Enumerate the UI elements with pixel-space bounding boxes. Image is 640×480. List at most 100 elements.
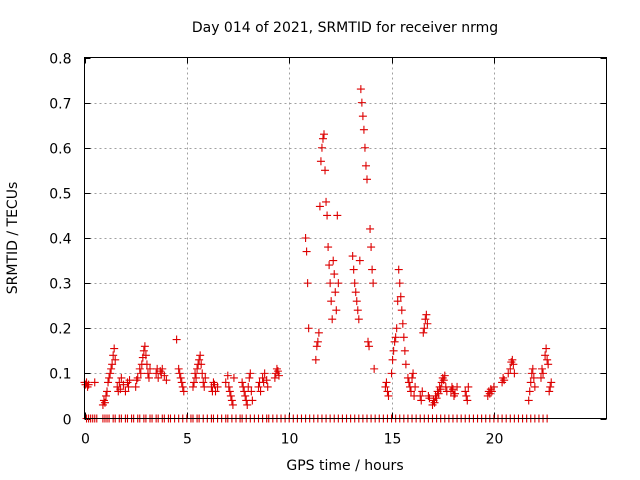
data-point: [178, 382, 187, 391]
data-point: [408, 373, 417, 382]
data-point: [546, 382, 555, 391]
data-point: [326, 279, 335, 288]
data-point: [320, 130, 329, 139]
data-point: [451, 389, 460, 398]
data-point: [397, 306, 406, 315]
data-point: [199, 378, 208, 387]
x-tick-label: 15: [384, 432, 402, 448]
data-point: [398, 319, 407, 328]
data-point: [361, 161, 370, 170]
data-point: [303, 279, 312, 288]
data-point: [247, 387, 256, 396]
data-point: [323, 211, 332, 220]
data-point: [539, 369, 548, 378]
data-point: [462, 391, 471, 400]
data-point: [421, 315, 430, 324]
data-point: [440, 371, 449, 380]
y-tick-label: 0.7: [49, 97, 71, 113]
data-point: [432, 394, 441, 403]
data-point: [352, 297, 361, 306]
data-point: [353, 306, 362, 315]
data-point: [191, 369, 200, 378]
data-point: [179, 387, 188, 396]
data-point: [225, 387, 234, 396]
data-point: [172, 335, 181, 344]
y-tick-label: 0.4: [49, 232, 71, 248]
data-point: [108, 360, 117, 369]
y-tick-label: 0.2: [49, 322, 71, 338]
data-point: [330, 270, 339, 279]
data-point: [536, 373, 545, 382]
data-point: [229, 373, 238, 382]
data-point: [538, 364, 547, 373]
data-point: [395, 279, 404, 288]
axis-ticks: 0 0.1 0.2 0.3 0.4 0.5 0.6 0.7 0.8 0 5 10 15 20: [49, 52, 607, 448]
data-point: [177, 378, 186, 387]
data-point: [314, 328, 323, 337]
data-point: [332, 306, 341, 315]
data-point: [110, 344, 119, 353]
data-point: [349, 265, 358, 274]
data-point: [221, 378, 230, 387]
data-point: [244, 382, 253, 391]
data-point: [111, 355, 120, 364]
data-point: [399, 333, 408, 342]
data-point: [525, 387, 534, 396]
data-point: [387, 369, 396, 378]
data-point: [325, 261, 334, 270]
data-point: [200, 382, 209, 391]
data-point: [334, 279, 343, 288]
data-point: [84, 380, 93, 389]
data-point: [196, 351, 205, 360]
data-point: [390, 337, 399, 346]
data-point: [463, 396, 472, 405]
data-point: [192, 373, 201, 382]
data-point: [197, 360, 206, 369]
data-point: [420, 324, 429, 333]
data-point: [144, 373, 153, 382]
data-point: [333, 211, 342, 220]
data-point: [423, 319, 432, 328]
data-point: [240, 387, 249, 396]
data-point: [510, 369, 519, 378]
data-point: [121, 387, 130, 396]
data-point: [359, 125, 368, 134]
plot-frame: [84, 57, 607, 419]
data-point: [176, 373, 185, 382]
data-point: [243, 400, 252, 409]
x-tick-label: 0: [81, 432, 90, 448]
y-tick-label: 0.6: [49, 142, 71, 158]
data-point: [368, 265, 377, 274]
data-point: [238, 378, 247, 387]
data-point: [143, 369, 152, 378]
data-point: [329, 256, 338, 265]
data-point: [107, 364, 116, 373]
data-point: [263, 382, 272, 391]
chart-title: Day 014 of 2021, SRMTID for receiver nrm…: [192, 20, 498, 36]
data-point: [211, 387, 220, 396]
data-point: [241, 391, 250, 400]
data-point: [364, 337, 373, 346]
x-tick-label: 10: [281, 432, 299, 448]
data-point: [356, 85, 365, 94]
data-point: [100, 398, 109, 407]
data-point: [302, 247, 311, 256]
data-point: [188, 382, 197, 391]
y-tick-label: 0.3: [49, 277, 71, 293]
data-point: [301, 234, 310, 242]
data-point: [360, 143, 369, 152]
data-point: [109, 351, 118, 360]
data-point: [411, 382, 420, 391]
data-point: [365, 342, 374, 351]
data-point: [136, 369, 145, 378]
data-point: [382, 378, 391, 387]
data-point: [394, 265, 403, 274]
y-tick-label: 0.5: [49, 187, 71, 203]
data-point: [162, 376, 171, 385]
data-point: [213, 382, 222, 391]
data-point: [418, 387, 427, 396]
data-point: [224, 382, 233, 391]
data-point: [273, 367, 282, 376]
data-point: [542, 344, 551, 353]
data-point: [508, 355, 517, 364]
